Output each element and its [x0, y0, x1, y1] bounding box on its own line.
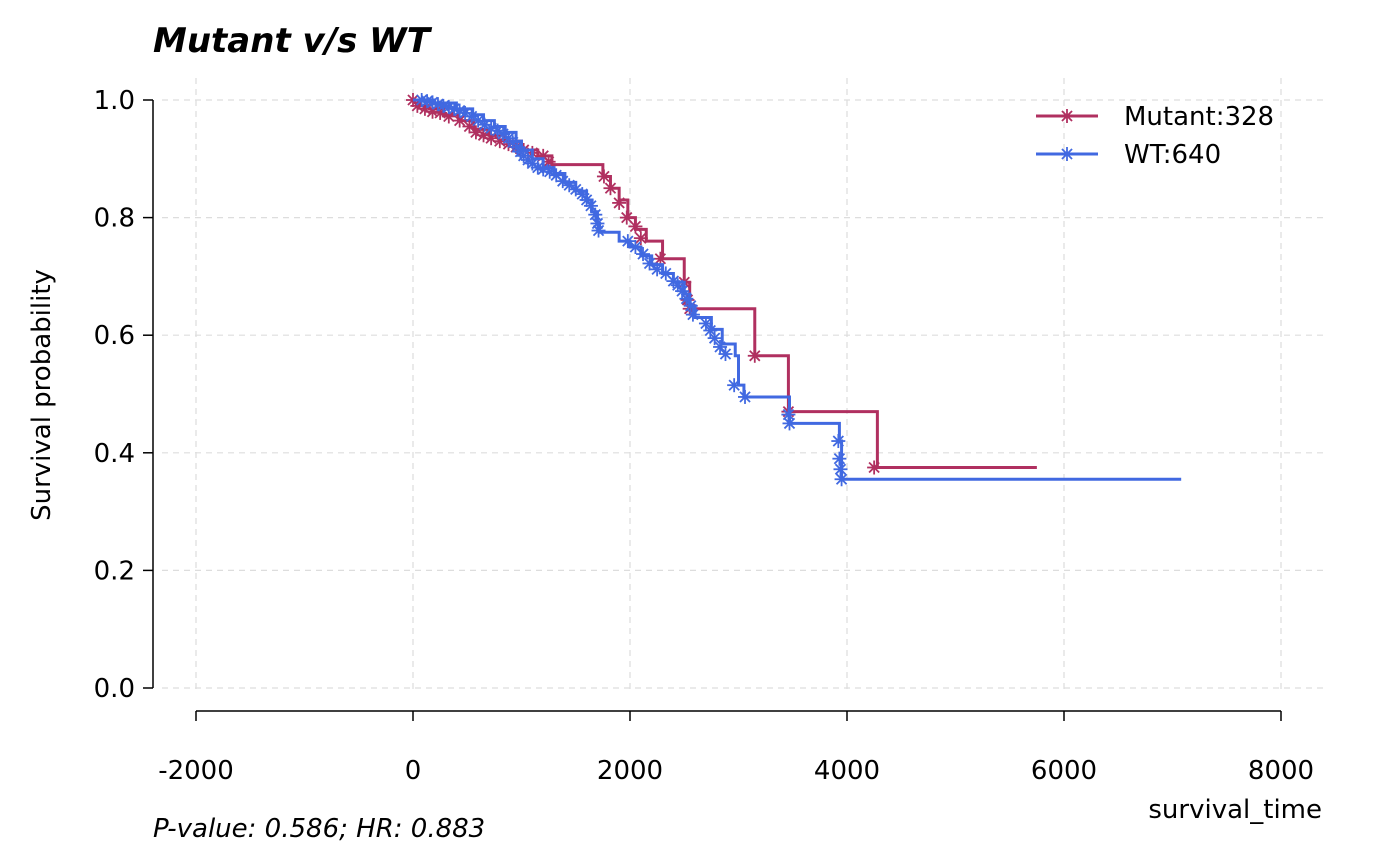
censor-mark	[675, 284, 690, 299]
legend-label: Mutant:328	[1124, 102, 1274, 132]
censor-mark	[620, 234, 635, 249]
x-tick-label: -2000	[158, 756, 234, 786]
censor-mark	[590, 216, 605, 231]
censor-mark	[596, 169, 611, 184]
censor-mark	[747, 348, 762, 363]
legend-item-1: WT:640	[1036, 140, 1221, 170]
censor-mark	[477, 117, 492, 132]
censor-mark	[867, 460, 882, 475]
censor-mark	[683, 298, 698, 313]
x-tick-label: 2000	[597, 756, 663, 786]
censor-mark	[575, 187, 590, 202]
y-tick-label: 0.6	[94, 321, 135, 351]
survival-curve-1	[413, 98, 1182, 481]
censor-mark	[713, 339, 728, 354]
censor-mark	[833, 462, 848, 477]
axes: 0.0 0.2 0.4 0.6 0.8 1.0 -2000 0 2000 4000 6000 8000	[94, 86, 1314, 786]
censor-mark	[782, 416, 797, 431]
censor-mark	[619, 210, 634, 225]
censor-mark	[452, 113, 467, 128]
censor-mark	[832, 451, 847, 466]
legend-marker	[1060, 109, 1074, 123]
censor-mark	[685, 307, 700, 322]
legend-marker	[1060, 147, 1074, 161]
censor-mark	[698, 316, 713, 331]
legend-item-0: Mutant:328	[1036, 102, 1274, 132]
censor-mark	[834, 472, 849, 487]
legend: Mutant:328 WT:640	[1036, 102, 1274, 170]
censor-mark	[628, 219, 643, 234]
series-0	[406, 93, 1037, 475]
censor-mark	[588, 207, 603, 222]
censor-mark	[703, 323, 718, 338]
y-axis-label: Survival probability	[27, 269, 57, 521]
p-value-footnote: P-value: 0.586; HR: 0.883	[153, 814, 485, 844]
y-tick-label: 0.8	[94, 204, 135, 234]
series-layer	[406, 93, 1182, 487]
censor-mark	[738, 389, 753, 404]
grid-lines	[162, 78, 1325, 690]
x-tick-label: 6000	[1031, 756, 1097, 786]
censor-mark	[583, 198, 598, 213]
censor-mark	[603, 181, 618, 196]
censor-mark	[642, 256, 657, 271]
y-tick-label: 0.0	[94, 674, 135, 704]
censor-mark	[727, 378, 742, 393]
censor-mark	[718, 347, 733, 362]
x-tick-label: 8000	[1248, 756, 1314, 786]
censor-mark	[591, 223, 606, 238]
survival-curve-0	[413, 98, 1037, 469]
y-tick-label: 0.2	[94, 556, 135, 586]
x-axis-label: survival_time	[1148, 795, 1322, 825]
censor-mark	[530, 160, 545, 175]
chart-title: Mutant v/s WT	[153, 21, 433, 61]
x-tick-label: 4000	[814, 756, 880, 786]
legend-label: WT:640	[1124, 140, 1221, 170]
censor-mark	[612, 195, 627, 210]
censor-mark	[452, 103, 467, 118]
censor-mark	[536, 162, 551, 177]
series-1	[413, 93, 1182, 487]
x-tick-label: 0	[405, 756, 422, 786]
censor-mark	[636, 247, 651, 262]
censor-mark	[658, 266, 673, 281]
y-tick-label: 0.4	[94, 439, 135, 469]
censor-mark	[831, 434, 846, 449]
y-tick-label: 1.0	[94, 86, 135, 116]
censor-mark	[679, 291, 694, 306]
